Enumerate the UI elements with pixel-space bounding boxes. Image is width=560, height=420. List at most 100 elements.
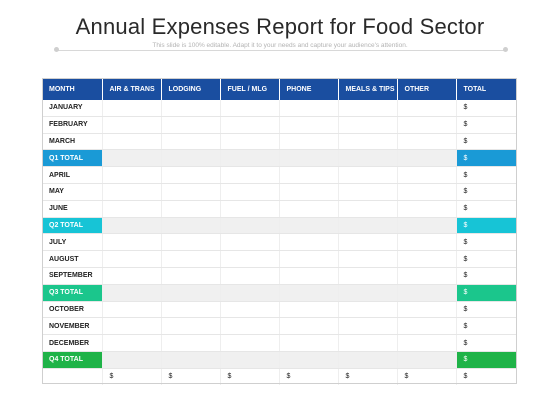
cell[interactable] <box>279 183 339 201</box>
cell[interactable] <box>161 166 221 184</box>
cell[interactable] <box>279 334 339 352</box>
cell[interactable] <box>102 100 162 117</box>
cell[interactable] <box>102 317 162 336</box>
quarter-total-row: Q2 TOTAL $ <box>42 217 517 235</box>
cell[interactable] <box>220 183 280 201</box>
table-header-row: MONTH AIR & TRANS LODGING FUEL / MLG PHO… <box>42 78 517 100</box>
cell[interactable] <box>102 166 162 184</box>
table-row: JUNE $ <box>42 200 517 218</box>
cell[interactable] <box>161 301 221 319</box>
cell[interactable] <box>161 133 221 151</box>
quarter-total-cell: $ <box>456 284 517 302</box>
cell[interactable] <box>220 116 280 134</box>
cell[interactable] <box>161 116 221 134</box>
col-month: MONTH <box>42 78 103 100</box>
cell[interactable] <box>279 250 339 268</box>
cell[interactable] <box>338 183 398 201</box>
cell[interactable] <box>397 100 457 117</box>
cell[interactable] <box>397 233 457 252</box>
cell[interactable] <box>220 233 280 252</box>
cell[interactable] <box>220 334 280 352</box>
quarter-label: Q1 TOTAL <box>42 149 103 168</box>
table-row: JULY $ <box>42 233 517 252</box>
cell[interactable] <box>397 116 457 134</box>
month-label: SEPTEMBER <box>42 267 103 285</box>
cell[interactable] <box>161 200 221 218</box>
cell <box>42 368 103 385</box>
cell[interactable] <box>220 317 280 336</box>
total-cell: $ <box>456 301 517 319</box>
cell[interactable] <box>338 166 398 184</box>
cell[interactable] <box>338 200 398 218</box>
cell <box>397 284 457 302</box>
total-cell: $ <box>456 200 517 218</box>
cell[interactable] <box>397 317 457 336</box>
cell[interactable] <box>279 317 339 336</box>
cell[interactable] <box>397 200 457 218</box>
cell[interactable] <box>397 166 457 184</box>
cell[interactable] <box>338 334 398 352</box>
month-label: MAY <box>42 183 103 201</box>
cell[interactable] <box>397 133 457 151</box>
cell[interactable] <box>279 166 339 184</box>
cell[interactable] <box>161 233 221 252</box>
cell[interactable] <box>102 267 162 285</box>
cell[interactable] <box>161 100 221 117</box>
cell[interactable] <box>220 250 280 268</box>
cell[interactable] <box>338 317 398 336</box>
cell[interactable] <box>279 301 339 319</box>
cell[interactable] <box>220 133 280 151</box>
summary-cell: $ <box>397 368 457 385</box>
cell[interactable] <box>397 250 457 268</box>
cell[interactable] <box>102 250 162 268</box>
cell[interactable] <box>279 233 339 252</box>
cell[interactable] <box>338 301 398 319</box>
cell[interactable] <box>220 166 280 184</box>
cell[interactable] <box>338 233 398 252</box>
cell[interactable] <box>102 133 162 151</box>
cell[interactable] <box>338 100 398 117</box>
cell[interactable] <box>338 116 398 134</box>
cell[interactable] <box>161 267 221 285</box>
quarter-label: Q3 TOTAL <box>42 284 103 302</box>
cell[interactable] <box>338 250 398 268</box>
cell[interactable] <box>220 267 280 285</box>
cell[interactable] <box>161 250 221 268</box>
report-subtitle: This slide is 100% editable. Adapt it to… <box>150 42 410 49</box>
cell[interactable] <box>102 183 162 201</box>
cell[interactable] <box>102 200 162 218</box>
cell[interactable] <box>279 100 339 117</box>
cell[interactable] <box>102 301 162 319</box>
cell <box>161 351 221 369</box>
total-cell: $ <box>456 133 517 151</box>
total-cell: $ <box>456 233 517 252</box>
cell <box>279 217 339 235</box>
cell[interactable] <box>279 200 339 218</box>
cell[interactable] <box>397 267 457 285</box>
cell[interactable] <box>220 200 280 218</box>
summary-cell: $ <box>338 368 398 385</box>
cell[interactable] <box>279 133 339 151</box>
table-row: JANUARY $ <box>42 100 517 117</box>
cell[interactable] <box>220 100 280 117</box>
cell[interactable] <box>102 116 162 134</box>
summary-cell: $ <box>463 373 468 381</box>
cell[interactable] <box>279 267 339 285</box>
cell[interactable] <box>102 334 162 352</box>
cell[interactable] <box>338 267 398 285</box>
cell[interactable] <box>161 317 221 336</box>
summary-cell: $ <box>220 368 280 385</box>
cell <box>161 149 221 168</box>
cell[interactable] <box>397 301 457 319</box>
cell[interactable] <box>102 233 162 252</box>
cell[interactable] <box>397 183 457 201</box>
cell[interactable] <box>220 301 280 319</box>
cell[interactable] <box>161 183 221 201</box>
cell[interactable] <box>161 334 221 352</box>
month-label: JULY <box>42 233 103 252</box>
total-cell: $ <box>456 166 517 184</box>
quarter-total-cell: $ <box>456 149 517 168</box>
cell[interactable] <box>338 133 398 151</box>
cell[interactable] <box>279 116 339 134</box>
cell[interactable] <box>397 334 457 352</box>
